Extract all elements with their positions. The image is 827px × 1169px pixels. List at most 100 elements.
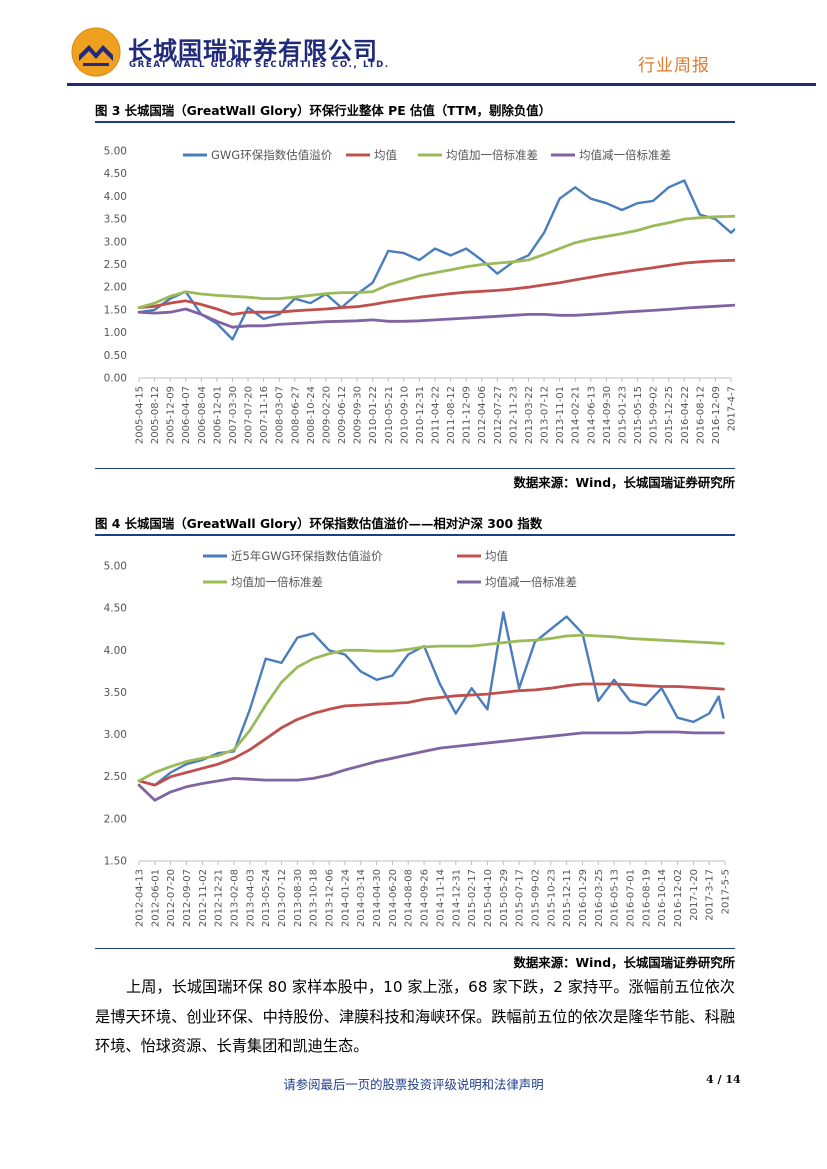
chart1-ytick-label: 4.50	[104, 168, 127, 180]
chart1-xtick-label: 2015-05-15	[633, 386, 644, 444]
chart2-ytick-label: 4.50	[104, 603, 127, 615]
chart1-xtick-label: 2006-04-07	[181, 386, 192, 444]
chart1-legend-label: 均值	[374, 148, 397, 162]
chart1-xtick-label: 2009-09-30	[353, 386, 364, 444]
chart2-xtick-label: 2015-10-23	[546, 869, 557, 927]
chart2-xtick-label: 2016-05-13	[610, 869, 621, 927]
header-divider	[67, 83, 816, 86]
chart1-xtick-label: 2014-09-30	[602, 386, 613, 444]
chart1-xtick-label: 2009-02-20	[321, 386, 332, 444]
chart2-xtick-label: 2012-11-02	[198, 869, 209, 927]
chart1-xtick-label: 2005-12-09	[166, 386, 177, 444]
chart2-xtick-label: 2015-07-17	[515, 869, 526, 927]
chart2-xtick-label: 2016-03-25	[594, 869, 605, 927]
figure4-source: 数据来源：Wind，长城国瑞证券研究所	[513, 955, 735, 970]
chart2-xtick-label: 2016-07-01	[625, 869, 636, 927]
chart2-xtick-label: 2015-02-17	[467, 869, 478, 927]
chart2-xtick-label: 2015-05-29	[499, 869, 510, 927]
chart2-xtick-label: 2013-02-08	[230, 869, 241, 927]
chart1-series-line-0	[137, 179, 735, 341]
figure3-top-rule	[95, 121, 735, 123]
chart1-xtick-label: 2007-07-20	[244, 386, 255, 444]
chart2-xtick-label: 2014-09-26	[420, 869, 431, 927]
chart2-xtick-label: 2012-04-13	[135, 869, 146, 927]
chart2-xtick-label: 2015-12-11	[562, 869, 573, 927]
chart2-xtick-label: 2013-07-12	[277, 869, 288, 927]
chart1-xtick-label: 2015-09-02	[649, 386, 660, 444]
chart1-xtick-label: 2011-08-12	[446, 386, 457, 444]
chart2-legend-label: 近5年GWG环保指数估值溢价	[231, 549, 383, 563]
chart2-xtick-label: 2016-10-14	[657, 869, 668, 927]
chart2-ytick-label: 2.00	[104, 813, 127, 825]
chart1-ytick-label: 2.00	[104, 282, 127, 294]
chart1-xtick-label: 2014-02-21	[571, 386, 582, 444]
figure4-bottom-rule	[95, 948, 735, 949]
chart2-xtick-label: 2015-04-10	[483, 869, 494, 927]
page-number: 4 / 14	[706, 1073, 741, 1086]
company-name-cn: 长城国瑞证券有限公司	[128, 37, 378, 65]
chart2-xtick-label: 2013-04-03	[245, 869, 256, 927]
chart1-xtick-label: 2008-03-07	[275, 386, 286, 444]
chart1-xtick-label: 2006-08-04	[197, 386, 208, 444]
chart2-ytick-label: 1.50	[104, 856, 127, 868]
chart1-xtick-label: 2009-06-12	[337, 386, 348, 444]
chart1-xtick-label: 2005-08-12	[150, 386, 161, 444]
chart2-xtick-label: 2014-11-14	[435, 869, 446, 927]
chart2-xtick-label: 2014-04-30	[372, 869, 383, 927]
chart2-xtick-label: 2014-01-24	[340, 869, 351, 927]
figure4-top-rule	[95, 534, 735, 536]
chart2-legend-label: 均值减一倍标准差	[485, 575, 577, 589]
footer-disclaimer: 请参阅最后一页的股票投资评级说明和法律声明	[283, 1077, 544, 1092]
chart2-xtick-label: 2016-01-29	[578, 869, 589, 927]
chart2-xtick-label: 2014-08-08	[404, 869, 415, 927]
chart1-ytick-label: 1.00	[104, 327, 127, 339]
chart1-xtick-label: 2010-01-22	[368, 386, 379, 444]
chart2-xtick-label: 2012-07-20	[166, 869, 177, 927]
chart2-xtick-label: 2016-08-19	[641, 869, 652, 927]
figure4-title: 图 4 长城国瑞（GreatWall Glory）环保指数估值溢价——相对沪深 …	[95, 516, 543, 531]
chart2-xtick-label: 2013-08-30	[293, 869, 304, 927]
chart2-xtick-label: 2017-3-17	[705, 869, 716, 921]
chart1-xtick-label: 2008-06-27	[290, 386, 301, 444]
chart1-xtick-label: 2013-03-22	[524, 386, 535, 444]
chart1-ytick-label: 0.50	[104, 350, 127, 362]
chart2-xtick-label: 2013-10-18	[309, 869, 320, 927]
chart2-ytick-label: 4.00	[104, 645, 127, 657]
figure3-source: 数据来源：Wind，长城国瑞证券研究所	[513, 475, 735, 490]
chart1-xtick-label: 2010-05-21	[384, 386, 395, 444]
chart1-xtick-label: 2011-04-22	[431, 386, 442, 444]
chart1-xtick-label: 2010-12-31	[415, 386, 426, 444]
figure3-title: 图 3 长城国瑞（GreatWall Glory）环保行业整体 PE 估值（TT…	[95, 103, 552, 118]
chart1-ytick-label: 3.50	[104, 214, 127, 226]
chart2-series-line-3	[137, 730, 725, 802]
chart2-xtick-label: 2014-12-31	[451, 869, 462, 927]
body-paragraph: 上周，长城国瑞环保 80 家样本股中，10 家上涨，68 家下跌，2 家持平。涨…	[95, 978, 735, 1055]
chart1-xtick-label: 2007-11-16	[259, 386, 270, 444]
chart1-xtick-label: 2012-04-06	[477, 386, 488, 444]
report-type-label: 行业周报	[638, 56, 710, 76]
chart1-ytick-label: 3.00	[104, 236, 127, 248]
chart1-xtick-label: 2013-11-01	[555, 386, 566, 444]
chart2-legend-label: 均值加一倍标准差	[231, 575, 323, 589]
chart1-xtick-label: 2012-11-23	[508, 386, 519, 444]
chart2-xtick-label: 2014-06-20	[388, 869, 399, 927]
chart2-xtick-label: 2013-05-24	[261, 869, 272, 927]
chart2-ytick-label: 3.50	[104, 687, 127, 699]
chart2-series-line-1	[137, 682, 725, 787]
chart2-xtick-label: 2017-5-5	[721, 869, 732, 914]
chart1-xtick-label: 2016-08-12	[695, 386, 706, 444]
chart1-legend-label: 均值加一倍标准差	[446, 148, 538, 162]
figure4-chart: 1.50 2.00 2.50 3.00 3.50 4.00 4.50 5.00 2012-04-…	[104, 549, 732, 927]
chart1-series-line-3	[137, 303, 735, 329]
chart1-legend-label: 均值减一倍标准差	[579, 148, 671, 162]
great-wall-glory-logo	[71, 27, 121, 77]
chart2-xtick-label: 2015-09-02	[530, 869, 541, 927]
chart2-xtick-label: 2012-09-07	[182, 869, 193, 927]
chart2-xtick-label: 2016-12-02	[673, 869, 684, 927]
chart1-legend-label: GWG环保指数估值溢价	[211, 148, 333, 162]
chart2-xtick-label: 2017-1-20	[689, 869, 700, 921]
chart1-ytick-label: 5.00	[104, 146, 127, 158]
chart2-xtick-label: 2013-12-06	[325, 869, 336, 927]
chart1-xtick-label: 2013-07-12	[540, 386, 551, 444]
chart1-xtick-label: 2015-12-25	[664, 386, 675, 444]
